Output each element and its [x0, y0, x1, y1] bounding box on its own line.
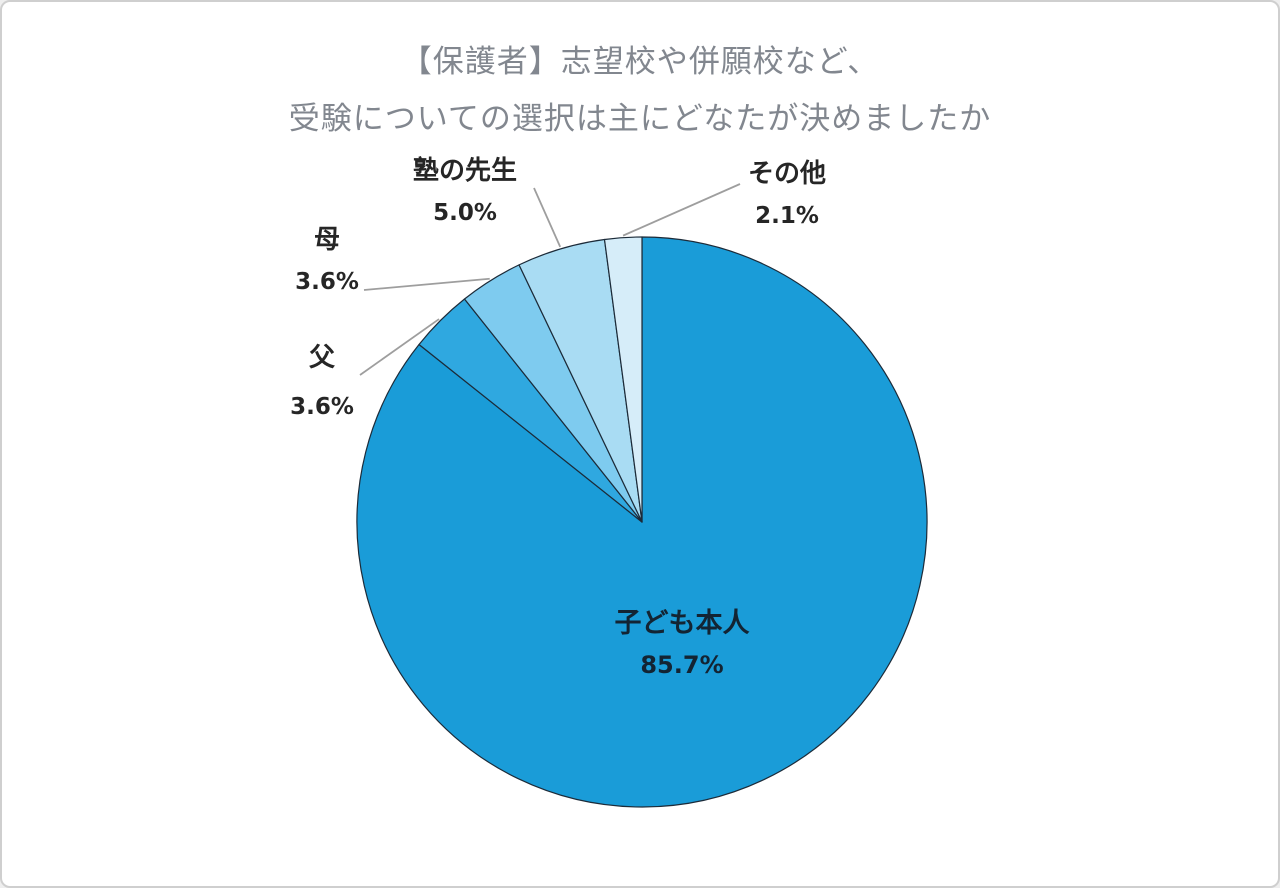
leader-line-3 — [533, 187, 562, 248]
pie-label-name: その他 — [747, 159, 826, 189]
pie-label-percent: 2.1% — [755, 203, 819, 229]
leader-line-4 — [622, 183, 741, 237]
pie-label-juku-no-sensei: 塾の先生 5.0% — [380, 155, 550, 228]
chart-title-line2: 受験についての選択は主にどなたが決めましたか — [288, 101, 992, 137]
leader-line-1 — [359, 318, 440, 376]
leader-line-2 — [363, 277, 490, 291]
pie-label-percent: 3.6% — [295, 269, 359, 295]
pie-label-name: 塾の先生 — [412, 156, 517, 186]
chart-title: 【保護者】志望校や併願校など、 受験についての選択は主にどなたが決めましたか — [2, 34, 1278, 148]
pie-label-chichi: 父 3.6% — [252, 342, 392, 422]
pie-label-haha: 母 3.6% — [257, 224, 397, 297]
pie-label-name: 父 — [308, 343, 335, 373]
pie-label-percent: 5.0% — [433, 200, 497, 226]
pie-label-percent: 3.6% — [290, 394, 354, 420]
pie-label-sonota: その他 2.1% — [707, 158, 867, 231]
pie-label-kodomo-honnin: 子ども本人 85.7% — [557, 608, 807, 680]
pie-slice-4 — [603, 236, 643, 523]
pie-label-name: 子ども本人 — [614, 608, 750, 639]
pie-label-percent: 85.7% — [640, 651, 724, 679]
chart-title-line1: 【保護者】志望校や併願校など、 — [400, 44, 880, 80]
pie-label-name: 母 — [313, 225, 340, 255]
